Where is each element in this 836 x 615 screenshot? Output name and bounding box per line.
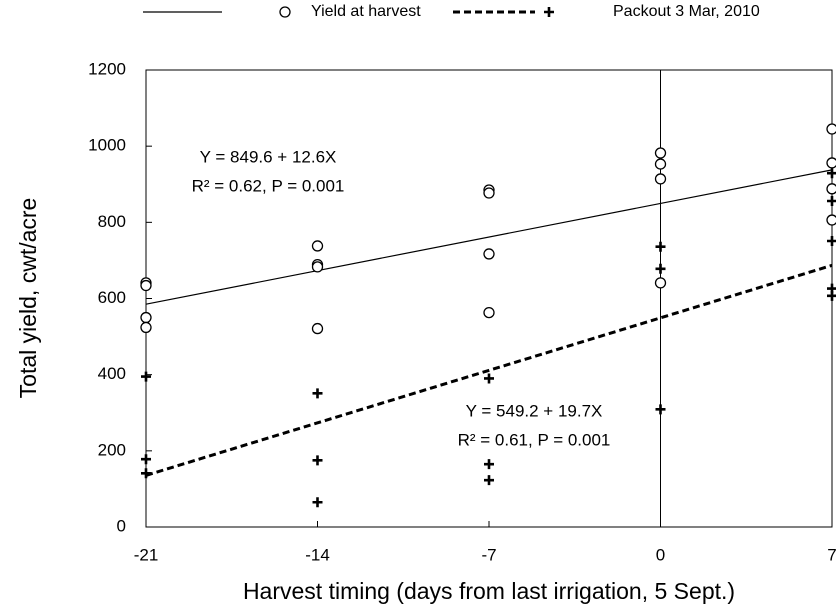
circle-marker xyxy=(654,147,667,159)
plus-marker xyxy=(141,371,151,382)
circle-marker xyxy=(483,187,495,199)
circle-marker xyxy=(140,279,152,292)
circle-marker xyxy=(311,322,324,335)
x-tick-label: -7 xyxy=(481,545,496,564)
circle-marker xyxy=(483,306,495,319)
x-tick-label: -21 xyxy=(134,545,159,564)
plus-marker xyxy=(484,373,494,384)
circle-marker xyxy=(311,261,324,273)
x-axis-label: Harvest timing (days from last irrigatio… xyxy=(243,578,735,604)
circle-marker xyxy=(826,123,836,135)
fit-line xyxy=(145,263,833,477)
y-tick-label: 1000 xyxy=(88,136,126,155)
plus-marker xyxy=(312,497,323,508)
x-tick-label: -14 xyxy=(305,545,330,564)
y-tick-label: 0 xyxy=(117,516,126,535)
plus-marker xyxy=(484,459,494,470)
plus-marker xyxy=(827,168,836,179)
plus-marker xyxy=(312,455,323,466)
plus-marker xyxy=(827,290,836,301)
circle-marker xyxy=(826,183,836,195)
plus-marker xyxy=(655,241,666,252)
circle-marker xyxy=(826,214,836,226)
circle-marker xyxy=(654,277,667,289)
circle-marker xyxy=(483,248,495,260)
plus-marker xyxy=(655,404,666,415)
y-tick-label: 200 xyxy=(98,440,126,459)
legend-marker xyxy=(279,6,291,18)
x-tick-label: 0 xyxy=(656,545,665,564)
circle-marker xyxy=(140,321,152,334)
plus-marker xyxy=(827,235,836,246)
circle-marker xyxy=(654,173,667,185)
plus-marker xyxy=(141,454,151,465)
legend-label: Packout 3 Mar, 2010 xyxy=(613,3,760,20)
plot-frame xyxy=(145,69,833,528)
annotation: Y = 849.6 + 12.6X xyxy=(200,147,337,166)
y-tick-label: 600 xyxy=(98,288,126,307)
y-tick-label: 400 xyxy=(98,364,126,383)
circle-marker xyxy=(140,311,152,324)
circle-marker xyxy=(654,158,667,170)
plus-marker xyxy=(484,475,494,486)
legend-marker xyxy=(544,7,554,17)
annotation: R² = 0.62, P = 0.001 xyxy=(192,176,345,195)
plus-marker xyxy=(141,468,151,479)
y-tick-label: 800 xyxy=(98,212,126,231)
annotation: Y = 549.2 + 19.7X xyxy=(466,401,603,420)
annotation: R² = 0.61, P = 0.001 xyxy=(458,430,611,449)
circle-marker xyxy=(826,157,836,169)
fit-line xyxy=(145,169,833,305)
plus-marker xyxy=(655,263,666,274)
y-tick-label: 1200 xyxy=(88,59,126,78)
circle-marker xyxy=(311,240,324,252)
plus-marker xyxy=(312,388,323,399)
x-tick-label: 7 xyxy=(827,545,836,564)
legend-label: Yield at harvest xyxy=(311,3,421,20)
plus-marker xyxy=(827,196,836,207)
y-axis-label: Total yield, cwt/acre xyxy=(15,198,41,399)
